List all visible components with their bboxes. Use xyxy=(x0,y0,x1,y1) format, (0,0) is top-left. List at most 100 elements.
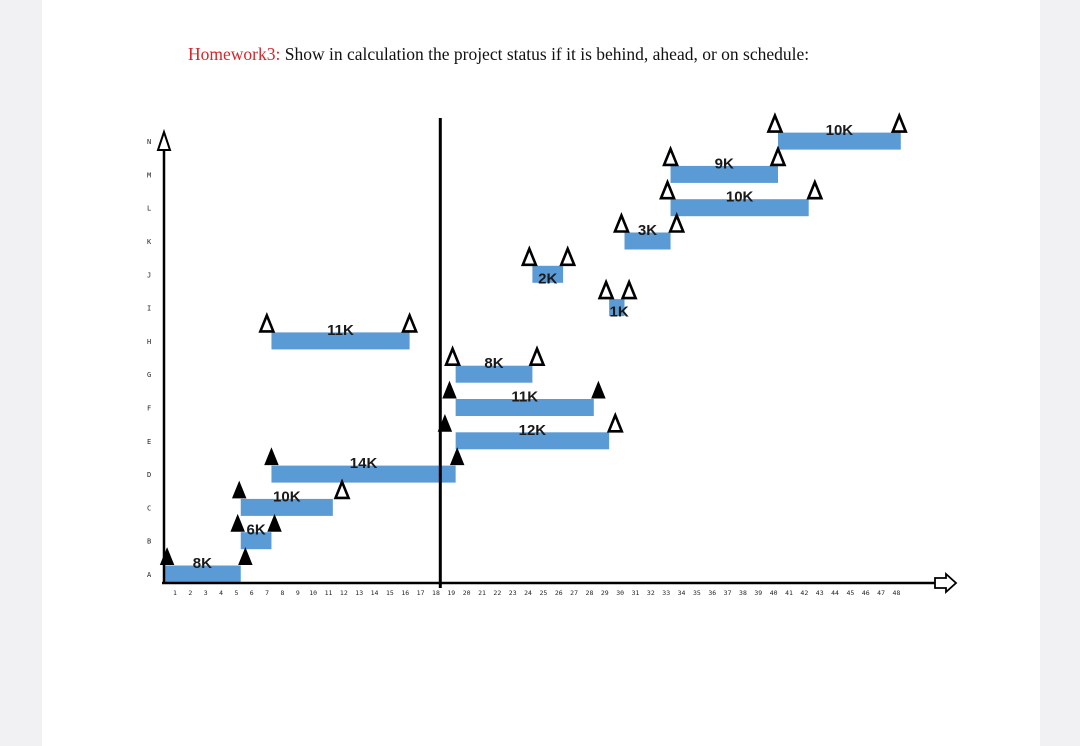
x-tick-label: 13 xyxy=(355,589,363,597)
planned-marker-icon xyxy=(890,112,908,133)
x-tick-labels: 1 2 3 4 5 6 7 8 9 10 11 12 13 14 15 16 17 18 19 20 21 22 23 24 2… xyxy=(173,589,900,597)
document-page xyxy=(42,0,1040,746)
x-tick-label: 34 xyxy=(678,589,686,597)
x-tick-label: 5 xyxy=(234,589,238,597)
planned-marker-icon xyxy=(806,178,824,200)
x-tick-label: 14 xyxy=(371,589,379,597)
planned-marker-icon xyxy=(444,345,462,367)
bar-g xyxy=(455,365,533,383)
x-tick-label: 40 xyxy=(770,589,778,597)
planned-marker-icon xyxy=(333,478,351,500)
bar-f xyxy=(455,399,594,416)
row-label-i: I xyxy=(147,305,151,313)
planned-marker-icon xyxy=(659,178,676,200)
x-tick-label: 38 xyxy=(739,589,747,597)
bar-d xyxy=(271,465,456,483)
bar-label-c: 10K xyxy=(273,488,301,505)
x-tick-label: 6 xyxy=(250,589,254,597)
row-label-d: D xyxy=(147,471,151,479)
bar-label-l: 10K xyxy=(726,189,754,206)
title-lead: Homework3: xyxy=(188,44,281,64)
x-tick-label: 24 xyxy=(524,589,532,597)
x-tick-label: 2 xyxy=(188,589,192,597)
bar-label-j: 2K xyxy=(538,270,557,287)
row-label-h: H xyxy=(147,338,151,346)
x-axis-arrow-icon xyxy=(934,571,958,595)
row-label-f: F xyxy=(147,405,151,413)
bar-label-k: 3K xyxy=(638,222,657,239)
x-tick-label: 35 xyxy=(693,589,701,597)
row-label-m: M xyxy=(147,171,151,179)
x-tick-label: 16 xyxy=(401,589,409,597)
x-tick-label: 20 xyxy=(463,589,471,597)
row-label-g: G xyxy=(147,371,151,379)
x-tick-label: 23 xyxy=(509,589,517,597)
bar-label-e: 12K xyxy=(519,422,547,439)
row-label-k: K xyxy=(147,238,152,246)
bar-labels: 8K 6K 10K 14K 12K 11K 8K 11K 1K 2K 3K 10K 9K 10K xyxy=(193,122,854,572)
x-tick-label: 8 xyxy=(280,589,284,597)
x-tick-label: 46 xyxy=(862,589,870,597)
planned-marker-icon xyxy=(766,112,784,133)
x-tick-label: 37 xyxy=(724,589,732,597)
markers xyxy=(159,112,908,565)
page-title: Homework3: Show in calculation the proje… xyxy=(188,44,1028,65)
x-tick-label: 47 xyxy=(877,589,885,597)
row-label-n: N xyxy=(147,138,151,146)
actual-marker-icon xyxy=(264,447,279,466)
row-label-c: C xyxy=(147,504,151,512)
actual-marker-icon xyxy=(442,380,457,399)
planned-marker-icon xyxy=(559,245,577,267)
x-tick-label: 44 xyxy=(831,589,839,597)
x-tick-label: 12 xyxy=(340,589,348,597)
row-label-l: L xyxy=(147,205,151,213)
x-tick-label: 7 xyxy=(265,589,269,597)
x-tick-label: 42 xyxy=(800,589,808,597)
bar-h xyxy=(271,332,410,350)
x-tick-label: 4 xyxy=(219,589,223,597)
y-axis-arrow-icon xyxy=(156,128,172,151)
x-tick-label: 29 xyxy=(601,589,609,597)
row-labels: A B C D E F G H I J K L M N xyxy=(147,138,152,579)
x-tick-label: 45 xyxy=(846,589,854,597)
axes xyxy=(156,128,958,595)
x-tick-label: 32 xyxy=(647,589,655,597)
bar-label-g: 8K xyxy=(484,355,503,372)
x-tick-label: 25 xyxy=(539,589,547,597)
x-tick-label: 36 xyxy=(708,589,716,597)
x-tick-label: 9 xyxy=(296,589,300,597)
actual-marker-icon xyxy=(238,547,253,565)
planned-marker-icon xyxy=(401,311,419,333)
bar-label-a: 8K xyxy=(193,555,212,572)
bar-i xyxy=(609,299,625,317)
planned-marker-icon xyxy=(612,212,630,233)
bar-e xyxy=(455,432,610,450)
x-tick-label: 22 xyxy=(493,589,501,597)
bar-b xyxy=(240,532,272,550)
title-text: Show in calculation the project status i… xyxy=(280,44,810,64)
x-tick-label: 27 xyxy=(570,589,578,597)
x-tick-label: 30 xyxy=(616,589,624,597)
bar-label-b: 6K xyxy=(247,522,266,539)
bar-a xyxy=(164,565,241,583)
x-tick-label: 18 xyxy=(432,589,440,597)
bar-label-f: 11K xyxy=(511,389,538,406)
x-tick-label: 43 xyxy=(816,589,824,597)
actual-marker-icon xyxy=(230,513,245,532)
x-tick-label: 17 xyxy=(417,589,425,597)
planned-marker-icon xyxy=(668,212,686,233)
planned-marker-icon xyxy=(662,145,679,167)
bars xyxy=(164,132,901,583)
planned-marker-icon xyxy=(769,145,787,167)
bar-label-d: 14K xyxy=(350,455,378,472)
x-tick-label: 28 xyxy=(586,589,594,597)
planned-marker-icon xyxy=(597,278,615,300)
planned-marker-icon xyxy=(528,345,546,367)
bar-c xyxy=(240,498,333,516)
x-tick-label: 10 xyxy=(309,589,317,597)
row-label-j: J xyxy=(147,271,151,279)
x-tick-label: 48 xyxy=(893,589,901,597)
row-label-b: B xyxy=(147,538,151,546)
bar-m xyxy=(670,165,778,183)
